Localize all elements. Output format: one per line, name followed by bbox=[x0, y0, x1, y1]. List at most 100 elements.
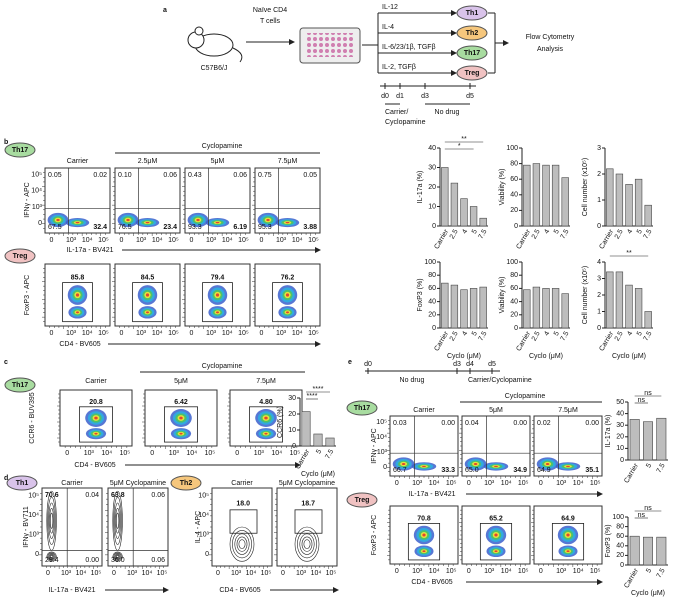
mouse-ear bbox=[194, 26, 204, 36]
significance: ns bbox=[644, 390, 652, 397]
y-axis-label: Viability (%) bbox=[499, 277, 506, 314]
x-tick-label: 10⁵ bbox=[91, 570, 102, 577]
x-tick-label: 10⁴ bbox=[246, 570, 257, 577]
significance: **** bbox=[313, 386, 324, 393]
treatment: Carrier/Cyclopamine bbox=[468, 377, 532, 384]
x-tick-label: 10⁴ bbox=[101, 450, 112, 457]
population-badge bbox=[4, 377, 36, 393]
y-tick-label: 10⁴ bbox=[28, 512, 39, 519]
x-tick-label: 0 bbox=[216, 570, 220, 577]
quadrant-value: 6.19 bbox=[233, 224, 247, 231]
y-tick-label: 10³ bbox=[377, 449, 388, 456]
quadrant-value: 3.88 bbox=[303, 224, 317, 231]
day-label: d4 bbox=[466, 361, 474, 368]
x-tick-label: Carrier bbox=[623, 462, 640, 485]
gate bbox=[164, 406, 198, 443]
y-tick-label: 100 bbox=[424, 259, 436, 266]
x-tick-label: 5 bbox=[553, 330, 561, 337]
y-tick-label: 40 bbox=[616, 543, 624, 550]
y-tick-label: 3 bbox=[597, 145, 601, 152]
day-label: d0 bbox=[381, 93, 389, 100]
column-header: Carrier bbox=[61, 480, 83, 487]
quadrant-value: 0.06 bbox=[163, 172, 177, 179]
y-tick-label: 10⁴ bbox=[198, 512, 209, 519]
bar bbox=[615, 271, 624, 329]
y-tick-label: 10⁴ bbox=[31, 188, 42, 195]
bar bbox=[606, 271, 614, 329]
y-tick-label: 0 bbox=[620, 562, 624, 569]
density bbox=[75, 293, 80, 297]
density bbox=[266, 218, 270, 222]
y-tick-label: 50 bbox=[616, 399, 624, 406]
y-tick-label: 0 bbox=[514, 223, 518, 230]
y-tick-label: 4 bbox=[597, 259, 601, 266]
y-tick-label: 20 bbox=[510, 207, 518, 214]
x-tick-label: 10⁵ bbox=[326, 570, 337, 577]
density bbox=[179, 432, 183, 435]
y-axis-label: Cell number (x10⁵) bbox=[582, 158, 589, 217]
gate-value: 85.8 bbox=[71, 274, 85, 281]
population-label: Th17 bbox=[12, 147, 28, 154]
x-tick-label: 5 bbox=[553, 228, 561, 235]
contour bbox=[115, 508, 120, 534]
contour bbox=[236, 536, 248, 552]
x-tick-label: 4 bbox=[543, 330, 551, 337]
y-tick-label: 100 bbox=[506, 145, 518, 152]
quadrant-value: 36.0 bbox=[111, 557, 125, 564]
x-tick-label: 0 bbox=[281, 570, 285, 577]
contour bbox=[115, 554, 120, 559]
bar bbox=[301, 411, 311, 447]
x-tick-label: 10⁴ bbox=[186, 450, 197, 457]
x-axis-label: IL-17a - BV421 bbox=[408, 491, 455, 498]
bar bbox=[523, 289, 531, 329]
bar bbox=[634, 178, 643, 227]
significance: **** bbox=[307, 393, 318, 400]
quadrant-value: 67.5 bbox=[48, 224, 62, 231]
bar bbox=[551, 164, 560, 227]
x-tick-label: 10⁴ bbox=[501, 568, 512, 575]
density bbox=[422, 533, 426, 537]
y-tick-label: 0 bbox=[383, 464, 387, 471]
x-axis-label: CD4 - BV605 bbox=[74, 462, 115, 469]
x-tick-label: 10⁴ bbox=[429, 480, 440, 487]
y-tick-label: 10³ bbox=[32, 204, 43, 211]
contour bbox=[50, 555, 54, 559]
day-label: d0 bbox=[364, 361, 372, 368]
washout: No drug bbox=[400, 377, 425, 384]
readout: Flow Cytometry bbox=[526, 34, 575, 41]
significance: ** bbox=[461, 136, 467, 143]
x-tick-label: 10⁴ bbox=[271, 450, 282, 457]
x-tick-label: 10⁵ bbox=[261, 570, 272, 577]
panel-label: d bbox=[4, 475, 8, 482]
group-label: Cyclopamine bbox=[202, 143, 243, 150]
y-tick-label: 0 bbox=[205, 551, 209, 558]
density bbox=[75, 221, 80, 224]
x-tick-label: 10⁵ bbox=[238, 237, 249, 244]
condition: IL-6/23/1β, TGFβ bbox=[382, 44, 436, 51]
x-tick-label: 10⁵ bbox=[446, 480, 457, 487]
x-tick-label: 10⁵ bbox=[238, 330, 249, 337]
population-badge bbox=[6, 475, 38, 491]
contour bbox=[294, 526, 320, 562]
density bbox=[494, 550, 498, 553]
y-tick-label: 0 bbox=[432, 325, 436, 332]
x-tick-label: 0 bbox=[467, 480, 471, 487]
x-tick-label: 5 bbox=[645, 567, 653, 574]
bar bbox=[532, 286, 541, 329]
x-tick-label: 0 bbox=[235, 450, 239, 457]
population-badge bbox=[346, 400, 378, 416]
y-tick-label: 80 bbox=[616, 523, 624, 530]
x-tick-label: 5 bbox=[636, 228, 644, 235]
gate bbox=[202, 282, 233, 323]
y-tick-label: 60 bbox=[428, 285, 436, 292]
y-tick-label: 100 bbox=[612, 514, 624, 521]
treatment: Carrier/ bbox=[385, 109, 408, 116]
x-axis-label: CD4 - BV605 bbox=[411, 579, 452, 586]
bar bbox=[551, 288, 560, 329]
cells: Naïve CD4 bbox=[253, 7, 287, 14]
gate-value: 79.4 bbox=[211, 274, 225, 281]
x-axis-label: IL-17a - BV421 bbox=[66, 247, 113, 254]
bar bbox=[479, 217, 487, 227]
bar bbox=[542, 288, 550, 329]
population-label: Th1 bbox=[16, 480, 29, 487]
